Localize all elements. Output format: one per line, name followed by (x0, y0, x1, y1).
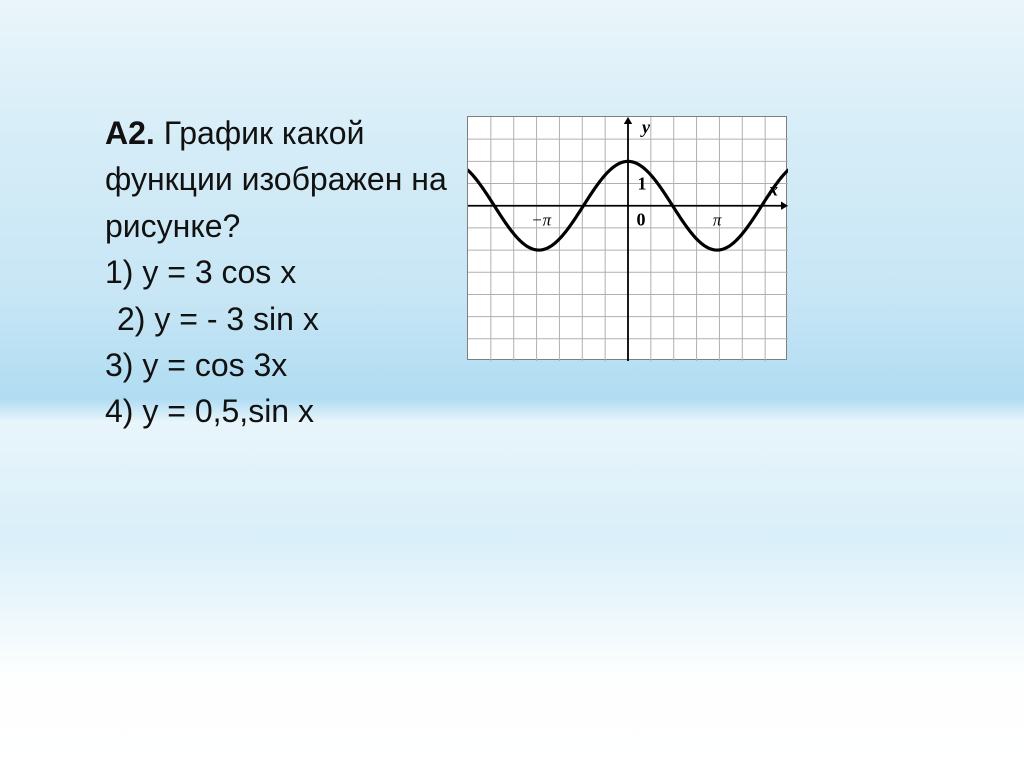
cosine-chart: −π π 1 0 x y (467, 116, 787, 360)
question-title: А2. График какой (105, 110, 447, 156)
option-2: 2) у = - 3 sin x (117, 296, 447, 342)
option-1: 1) у = 3 cos x (105, 249, 447, 295)
svg-text:1: 1 (637, 174, 646, 194)
content-row: А2. График какой функции изображен на ри… (105, 110, 934, 435)
question-line2: функции изображен на (105, 156, 447, 202)
question-line1: График какой (155, 115, 365, 151)
slide: А2. График какой функции изображен на ри… (0, 0, 1024, 767)
question-line3: рисунке? (105, 203, 447, 249)
chart-container: −π π 1 0 x y (467, 116, 787, 360)
svg-text:x: x (768, 180, 778, 200)
svg-text:−π: −π (531, 211, 551, 230)
question-block: А2. График какой функции изображен на ри… (105, 110, 447, 435)
svg-text:y: y (640, 117, 651, 137)
option-4: 4) у = 0,5,sin x (105, 388, 447, 434)
svg-text:0: 0 (636, 210, 645, 230)
svg-text:π: π (713, 211, 722, 230)
option-3: 3) у = cos 3x (105, 342, 447, 388)
question-prefix: А2. (105, 115, 155, 151)
